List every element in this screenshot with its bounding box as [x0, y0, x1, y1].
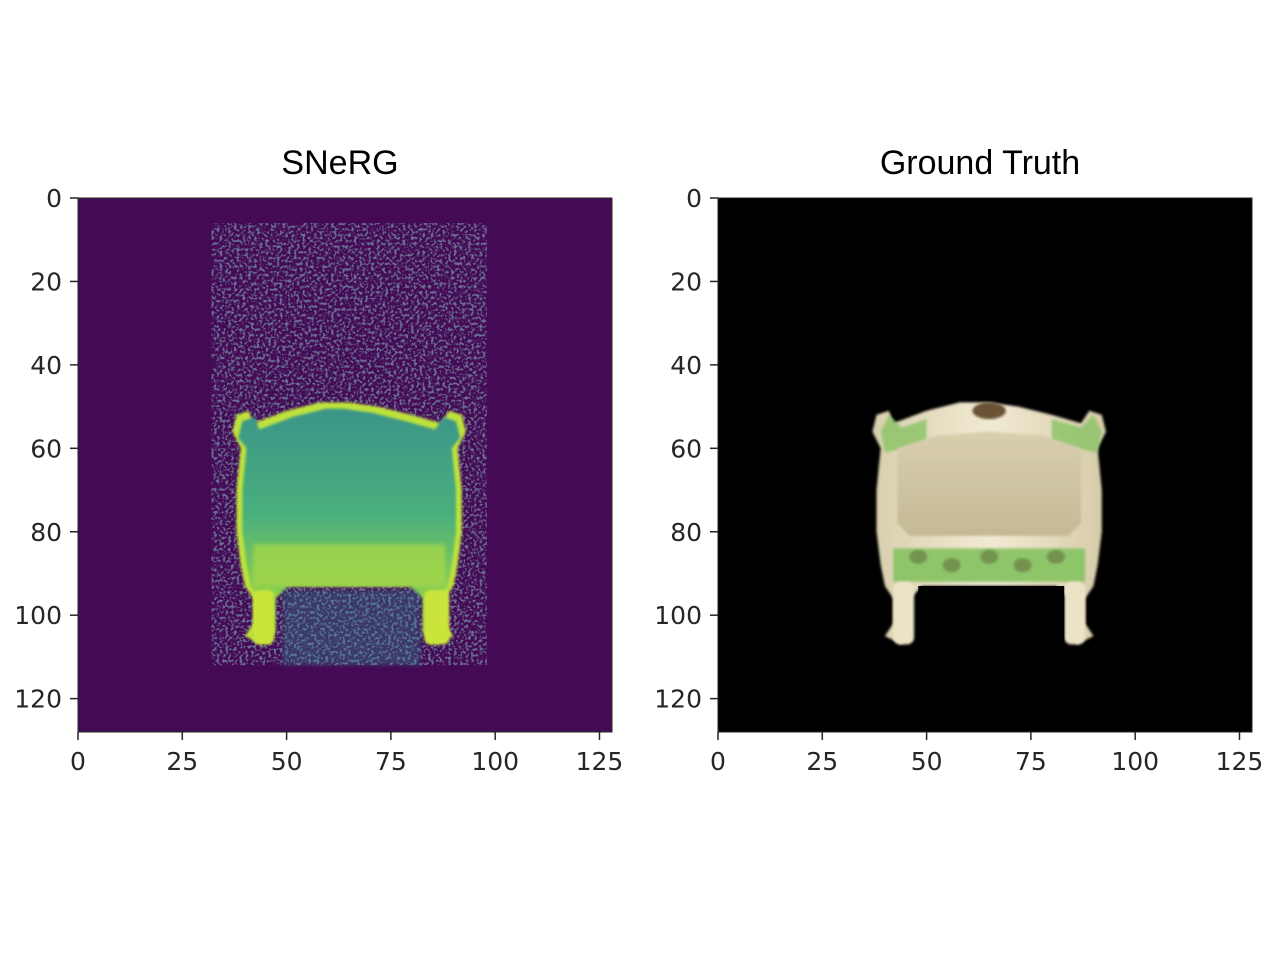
x-tick-label: 0 [710, 747, 726, 776]
y-tick: 40 [30, 351, 78, 380]
ground-truth-back-panel [897, 431, 1081, 536]
ground-truth-title: Ground Truth [880, 144, 1080, 182]
x-tick-label: 25 [806, 747, 838, 776]
x-tick-label: 50 [911, 747, 943, 776]
x-tick-label: 75 [1015, 747, 1047, 776]
snerg-title: SNeRG [281, 144, 398, 182]
ground-truth-x-axis: 0 25 50 75 100 125 [710, 732, 1263, 776]
y-tick: 40 [670, 351, 718, 380]
x-tick: 100 [1111, 732, 1159, 776]
x-tick-label: 50 [271, 747, 303, 776]
x-tick-label: 100 [1111, 747, 1159, 776]
y-tick: 20 [30, 267, 78, 296]
ground-truth-seat-pattern [980, 549, 999, 564]
x-tick: 100 [471, 732, 519, 776]
y-tick: 120 [14, 685, 78, 714]
snerg-x-axis: 0 25 50 75 100 125 [70, 732, 623, 776]
x-tick: 50 [911, 732, 943, 776]
x-tick: 75 [375, 732, 407, 776]
y-tick: 0 [46, 184, 78, 213]
snerg-y-axis: 0 20 40 60 80 100 120 [14, 184, 78, 714]
y-tick: 80 [670, 518, 718, 547]
y-tick-label: 60 [30, 434, 62, 463]
y-tick: 20 [670, 267, 718, 296]
snerg-panel: SNeRG 0 25 50 75 100 125 0 20 40 60 80 100 120 [14, 144, 623, 776]
x-tick: 25 [806, 732, 838, 776]
x-tick: 0 [710, 732, 726, 776]
y-tick: 0 [686, 184, 718, 213]
y-tick-label: 80 [30, 518, 62, 547]
y-tick-label: 0 [46, 184, 62, 213]
ground-truth-under-seat [918, 585, 1065, 657]
ground-truth-image-border [717, 197, 1253, 733]
snerg-chair [232, 402, 466, 666]
y-tick-label: 40 [670, 351, 702, 380]
y-tick: 60 [670, 434, 718, 463]
x-tick-label: 100 [471, 747, 519, 776]
x-tick: 125 [1216, 732, 1264, 776]
ground-truth-top-carving [972, 402, 1006, 420]
x-tick-label: 0 [70, 747, 86, 776]
ground-truth-seat-pattern [909, 549, 928, 564]
y-tick-label: 40 [30, 351, 62, 380]
x-tick: 125 [576, 732, 624, 776]
x-tick: 75 [1015, 732, 1047, 776]
ground-truth-chair-leg [1064, 581, 1086, 645]
y-tick-label: 60 [670, 434, 702, 463]
ground-truth-chair [872, 402, 1106, 657]
y-tick-label: 20 [670, 267, 702, 296]
y-tick-label: 120 [654, 685, 702, 714]
y-tick-label: 100 [14, 601, 62, 630]
y-tick-label: 80 [670, 518, 702, 547]
ground-truth-seat-pattern [942, 558, 961, 573]
snerg-chair-leg [424, 590, 450, 645]
snerg-image [78, 198, 612, 732]
y-tick-label: 120 [14, 685, 62, 714]
ground-truth-y-axis: 0 20 40 60 80 100 120 [654, 184, 718, 714]
x-tick-label: 125 [1216, 747, 1264, 776]
y-tick: 60 [30, 434, 78, 463]
x-tick-label: 75 [375, 747, 407, 776]
y-tick: 80 [30, 518, 78, 547]
y-tick-label: 100 [654, 601, 702, 630]
ground-truth-chair-leg [893, 581, 915, 645]
snerg-seat-band [253, 544, 446, 586]
ground-truth-image [718, 198, 1252, 732]
ground-truth-seat-pattern [1013, 558, 1032, 573]
y-tick-label: 0 [686, 184, 702, 213]
snerg-under-seat-noise [282, 590, 421, 666]
ground-truth-seat-pattern [1046, 549, 1065, 564]
x-tick: 0 [70, 732, 86, 776]
y-tick-label: 20 [30, 267, 62, 296]
ground-truth-panel: Ground Truth 0 25 50 75 100 125 0 20 40 60 80 100 1… [654, 144, 1263, 776]
x-tick-label: 125 [576, 747, 624, 776]
x-tick-label: 25 [166, 747, 198, 776]
snerg-chair-leg [253, 590, 275, 645]
snerg-image-border [77, 197, 613, 733]
y-tick: 120 [654, 685, 718, 714]
x-tick: 50 [271, 732, 303, 776]
y-tick: 100 [654, 601, 718, 630]
y-tick: 100 [14, 601, 78, 630]
x-tick: 25 [166, 732, 198, 776]
